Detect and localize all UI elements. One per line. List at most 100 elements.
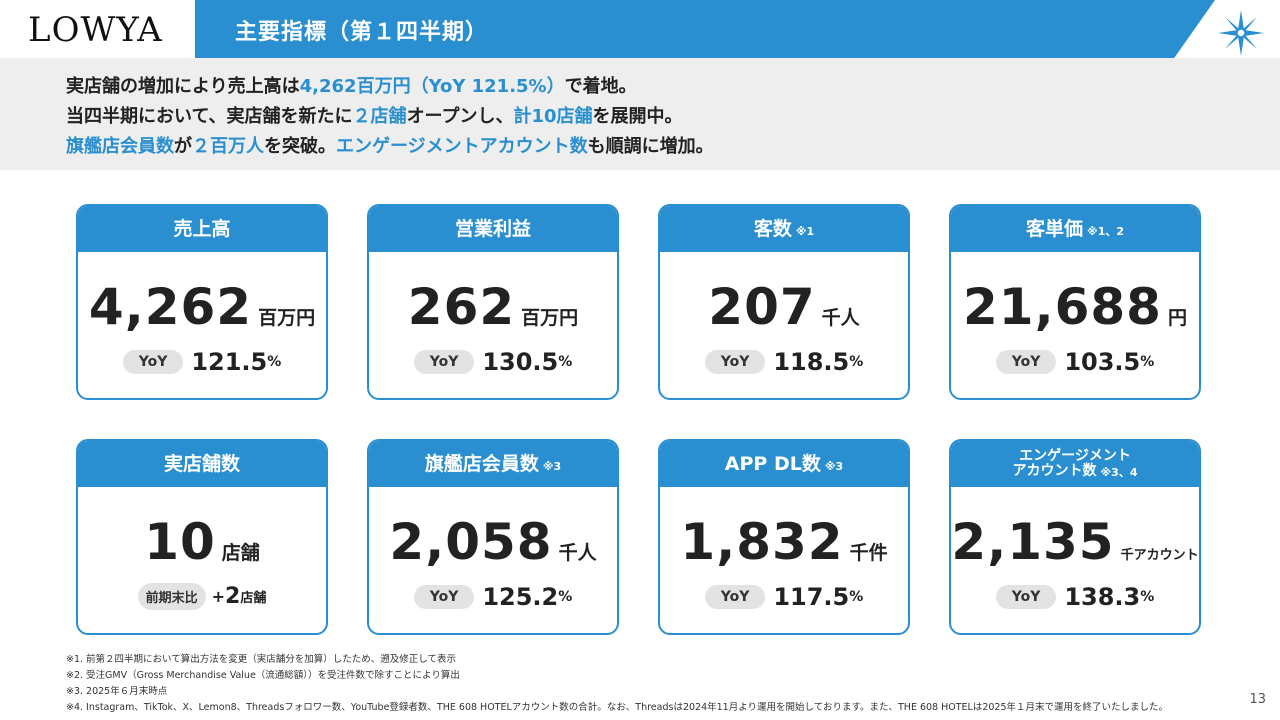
summary-band: 実店舗の増加により売上高は4,262百万円（YoY 121.5%）で着地。 当四… (0, 58, 1280, 170)
kpi-card-sales: 売上高 4,262 百万円 YoY 121.5% (76, 204, 328, 400)
card-title-text: アカウント数 (1012, 463, 1097, 479)
kpi-card-average-order-value: 客単価 ※1、2 21,688 円 YoY 103.5% (949, 204, 1201, 400)
card-title-text: 実店舗数 (163, 452, 240, 475)
kpi-unit: 千人 (558, 542, 597, 564)
yoy-percent: % (558, 354, 573, 370)
kpi-card-stores: 実店舗数 10 店舗 前期末比 +2 店舗 (76, 439, 328, 635)
yoy-value: 121.5 (191, 348, 268, 376)
yoy-badge: YoY (704, 585, 766, 609)
summary-text: を展開中。 (592, 106, 683, 127)
summary-text: を突破。 (264, 136, 336, 157)
card-title-text: 客数 (753, 217, 792, 240)
yoy-percent: % (267, 354, 282, 370)
footnote: ※3. 2025年６月末時点 (66, 686, 168, 697)
plus-sign: + (211, 587, 226, 606)
summary-highlight: 4,262百万円（YoY 121.5%） (299, 76, 565, 97)
yoy-percent: % (849, 589, 864, 605)
card-title: 売上高 (78, 206, 326, 252)
yoy-percent: % (1140, 589, 1155, 605)
yoy-badge: YoY (122, 350, 184, 374)
footnote: ※4. Instagram、TikTok、X、Lemon8、Threadsフォロ… (66, 702, 1169, 713)
card-note: ※1、2 (1087, 224, 1125, 238)
kpi-card-operating-profit: 営業利益 262 百万円 YoY 130.5% (367, 204, 619, 400)
summary-text: も順調に増加。 (587, 136, 714, 157)
yoy-badge: YoY (995, 585, 1057, 609)
title-band (195, 0, 1215, 58)
kpi-value: 207 (708, 278, 816, 336)
kpi-unit: 百万円 (521, 307, 579, 329)
card-title-text: 営業利益 (454, 217, 531, 240)
summary-text: で着地。 (564, 76, 637, 97)
footnote: ※2. 受注GMV（Gross Merchandise Value（流通総額））… (66, 670, 460, 681)
increase-value: 2 (225, 584, 241, 609)
summary-highlight: エンゲージメントアカウント数 (336, 136, 588, 157)
brand-logo: LOWYA (28, 10, 163, 50)
kpi-unit: 千アカウント (1120, 548, 1199, 563)
kpi-unit: 千人 (821, 307, 860, 329)
footnote: ※1. 前第２四半期において算出方法を変更（実店舗分を加算）したため、遡及修正し… (66, 654, 456, 665)
card-title: 客数 ※1 (660, 206, 908, 252)
card-note: ※3、4 (1100, 465, 1138, 479)
kpi-value: 4,262 (88, 278, 253, 336)
yoy-value: 130.5 (482, 348, 559, 376)
card-note: ※1 (795, 224, 815, 238)
card-title-text: 旗艦店会員数 (424, 452, 539, 475)
yoy-badge: YoY (704, 350, 766, 374)
summary-highlight: ２百万人 (192, 136, 264, 157)
yoy-badge: YoY (995, 350, 1057, 374)
yoy-value: 103.5 (1064, 348, 1141, 376)
kpi-value: 21,688 (963, 278, 1162, 336)
yoy-value: 118.5 (773, 348, 850, 376)
card-title-text: 客単価 (1025, 217, 1083, 240)
compare-badge: 前期末比 (137, 583, 206, 610)
summary-highlight: ２店舗 (352, 106, 407, 127)
summary-text: 実店舗の増加により売上高は (66, 76, 300, 97)
kpi-unit: 百万円 (258, 307, 316, 329)
summary-text: 当四半期において、実店舗を新たに (66, 106, 353, 127)
compass-star-icon (1218, 10, 1264, 56)
card-title: APP DL数 ※3 (660, 441, 908, 487)
kpi-value: 1,832 (680, 513, 844, 571)
header: LOWYA 主要指標（第１四半期） (0, 0, 1280, 58)
card-note: ※3 (824, 459, 844, 473)
yoy-badge: YoY (413, 585, 475, 609)
card-note: ※3 (542, 459, 562, 473)
yoy-value: 138.3 (1064, 583, 1141, 611)
kpi-card-app-downloads: APP DL数 ※3 1,832 千件 YoY 117.5% (658, 439, 910, 635)
card-title: 客単価 ※1、2 (951, 206, 1199, 252)
kpi-card-engagement-accounts: エンゲージメント アカウント数 ※3、4 2,135 千アカウント YoY 138.3… (949, 439, 1201, 635)
card-title-text: 売上高 (173, 217, 231, 240)
card-title: 旗艦店会員数 ※3 (369, 441, 617, 487)
card-title: 実店舗数 (78, 441, 326, 487)
yoy-percent: % (849, 354, 864, 370)
card-title: エンゲージメント アカウント数 ※3、4 (951, 441, 1199, 487)
summary-text: が (174, 136, 192, 157)
yoy-percent: % (1140, 354, 1155, 370)
kpi-unit: 千件 (849, 542, 888, 564)
page-title: 主要指標（第１四半期） (235, 20, 489, 45)
card-title-text: エンゲージメント (1019, 447, 1131, 464)
increase-unit: 店舗 (240, 591, 267, 606)
kpi-value: 2,058 (389, 513, 553, 571)
kpi-value: 2,135 (951, 513, 1115, 571)
summary-line-1: 実店舗の増加により売上高は4,262百万円（YoY 121.5%）で着地。 (66, 72, 637, 98)
summary-line-3: 旗艦店会員数が２百万人を突破。エンゲージメントアカウント数も順調に増加。 (66, 132, 714, 158)
footnotes: ※1. 前第２四半期において算出方法を変更（実店舗分を加算）したため、遡及修正し… (66, 652, 1168, 716)
yoy-value: 125.2 (482, 583, 559, 611)
kpi-unit: 円 (1167, 307, 1187, 329)
page-number: 13 (1249, 692, 1266, 707)
card-title-text: APP DL数 (724, 452, 821, 475)
summary-text: オープンし、 (406, 106, 514, 127)
kpi-card-customers: 客数 ※1 207 千人 YoY 118.5% (658, 204, 910, 400)
yoy-badge: YoY (413, 350, 475, 374)
yoy-value: 117.5 (773, 583, 850, 611)
summary-highlight: 計10店舗 (513, 106, 593, 127)
summary-line-2: 当四半期において、実店舗を新たに２店舗オープンし、計10店舗を展開中。 (66, 102, 683, 128)
card-title: 営業利益 (369, 206, 617, 252)
kpi-unit: 店舗 (221, 542, 260, 564)
kpi-value: 262 (407, 278, 516, 336)
kpi-value: 10 (144, 513, 216, 571)
yoy-percent: % (558, 589, 573, 605)
summary-highlight: 旗艦店会員数 (66, 136, 174, 157)
kpi-card-members: 旗艦店会員数 ※3 2,058 千人 YoY 125.2% (367, 439, 619, 635)
